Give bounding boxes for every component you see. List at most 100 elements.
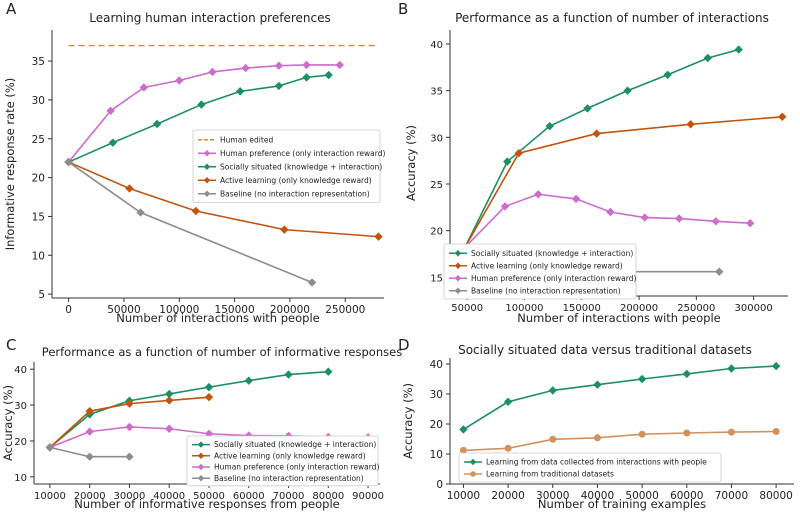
- y-tick-label: 40: [430, 359, 443, 371]
- data-point: [197, 100, 206, 109]
- legend-label: Learning from traditional datasets: [486, 470, 614, 479]
- data-point: [165, 396, 174, 405]
- legend-label: Socially situated (knowledge + interacti…: [471, 249, 633, 258]
- legend-label: Human preference (only interaction rewar…: [471, 274, 636, 283]
- data-point: [638, 430, 646, 438]
- y-tick-label: 5: [38, 289, 45, 301]
- legend-label: Human edited: [220, 135, 273, 144]
- legend-marker: [454, 275, 462, 282]
- data-point: [85, 452, 94, 461]
- x-tick-label: 200000: [620, 303, 658, 314]
- data-point: [106, 106, 115, 115]
- data-point: [125, 452, 134, 461]
- data-point: [64, 157, 73, 167]
- data-point: [545, 121, 554, 131]
- data-point: [727, 428, 735, 436]
- data-point: [734, 45, 743, 54]
- y-tick-label: 15: [430, 273, 443, 284]
- panel-letter: B: [398, 0, 408, 18]
- y-axis-label: Accuracy (%): [404, 125, 418, 201]
- chart-title: Socially situated data versus traditiona…: [458, 343, 752, 357]
- data-point: [108, 138, 118, 147]
- data-point: [682, 369, 691, 379]
- x-tick-label: 10000: [34, 491, 66, 502]
- data-point: [593, 380, 602, 389]
- data-point: [244, 376, 253, 385]
- x-tick-label: 50000: [625, 490, 658, 502]
- y-tick-label: 40: [14, 365, 27, 376]
- data-point: [503, 397, 513, 406]
- data-point: [571, 194, 581, 204]
- legend-box: [458, 452, 722, 483]
- series-line: [464, 193, 751, 249]
- legend: Socially situated (knowledge + interacti…: [186, 435, 379, 487]
- data-point: [175, 76, 184, 85]
- legend-label: Active learning (only knowledge reward): [471, 261, 623, 270]
- y-tick-label: 20: [32, 173, 45, 185]
- series-3: [460, 190, 755, 252]
- x-tick-label: 20000: [491, 490, 524, 502]
- legend-marker: [454, 250, 462, 257]
- data-point: [686, 120, 695, 129]
- x-tick-label: 250000: [677, 303, 715, 314]
- data-point: [152, 119, 162, 129]
- data-point: [208, 67, 217, 77]
- data-point: [504, 444, 512, 452]
- legend-label: Socially situated (knowledge + interacti…: [214, 440, 376, 449]
- legend-marker: [454, 287, 462, 294]
- data-point: [772, 428, 780, 435]
- legend-marker: [197, 475, 205, 482]
- data-point: [235, 87, 245, 96]
- y-tick-label: 20: [430, 227, 443, 238]
- panel-d: D Socially situated data versus tradition…: [398, 336, 794, 511]
- legend-marker: [197, 463, 205, 471]
- data-point: [583, 104, 592, 113]
- legend-label: Active learning (only knowledge reward): [220, 176, 372, 185]
- x-tick-label: 250000: [325, 304, 365, 316]
- data-point: [745, 219, 755, 228]
- x-tick-label: 50000: [193, 491, 225, 502]
- data-point: [674, 214, 684, 223]
- legend-label: Socially situated (knowledge + interacti…: [220, 162, 382, 171]
- y-tick-label: 35: [32, 56, 45, 68]
- data-point: [683, 429, 691, 437]
- data-point: [715, 267, 724, 276]
- data-point: [374, 232, 383, 241]
- x-tick-label: 30000: [536, 490, 569, 502]
- x-tick-label: 10000: [447, 490, 480, 502]
- data-point: [324, 70, 333, 80]
- y-axis-label: Accuracy (%): [401, 383, 415, 459]
- series-5: [64, 157, 317, 287]
- x-tick-label: 80000: [312, 491, 344, 502]
- series-line: [463, 430, 777, 452]
- y-tick-label: 35: [430, 87, 443, 98]
- legend-label: Human preference (only interaction rewar…: [214, 463, 379, 472]
- data-point: [637, 374, 647, 384]
- legend: Human edited Human preference (only inter…: [192, 129, 385, 203]
- legend-marker: [197, 452, 205, 459]
- legend-label: Active learning (only knowledge reward): [214, 451, 366, 460]
- y-tick-label: 30: [32, 95, 45, 107]
- legend-label: Baseline (no interaction representation): [220, 189, 370, 198]
- y-tick-label: 25: [32, 134, 45, 146]
- x-tick-label: 40000: [581, 490, 614, 502]
- legend-marker: [203, 163, 211, 170]
- x-tick-label: 20000: [74, 491, 106, 502]
- x-tick-label: 90000: [352, 491, 384, 502]
- x-tick-label: 150000: [215, 304, 255, 316]
- legend-box: [186, 435, 379, 487]
- data-point: [324, 367, 333, 376]
- legend-label: Baseline (no interaction representation): [471, 286, 621, 295]
- data-point: [549, 435, 557, 443]
- data-point: [274, 81, 284, 91]
- data-point: [593, 434, 601, 442]
- data-point: [85, 406, 94, 416]
- data-point: [125, 184, 134, 193]
- x-tick-label: 80000: [759, 490, 792, 502]
- data-point: [459, 446, 467, 454]
- data-point: [125, 399, 134, 408]
- y-tick-label: 25: [430, 180, 443, 191]
- x-tick-label: 70000: [273, 491, 305, 502]
- legend-label: Baseline (no interaction representation): [214, 474, 364, 483]
